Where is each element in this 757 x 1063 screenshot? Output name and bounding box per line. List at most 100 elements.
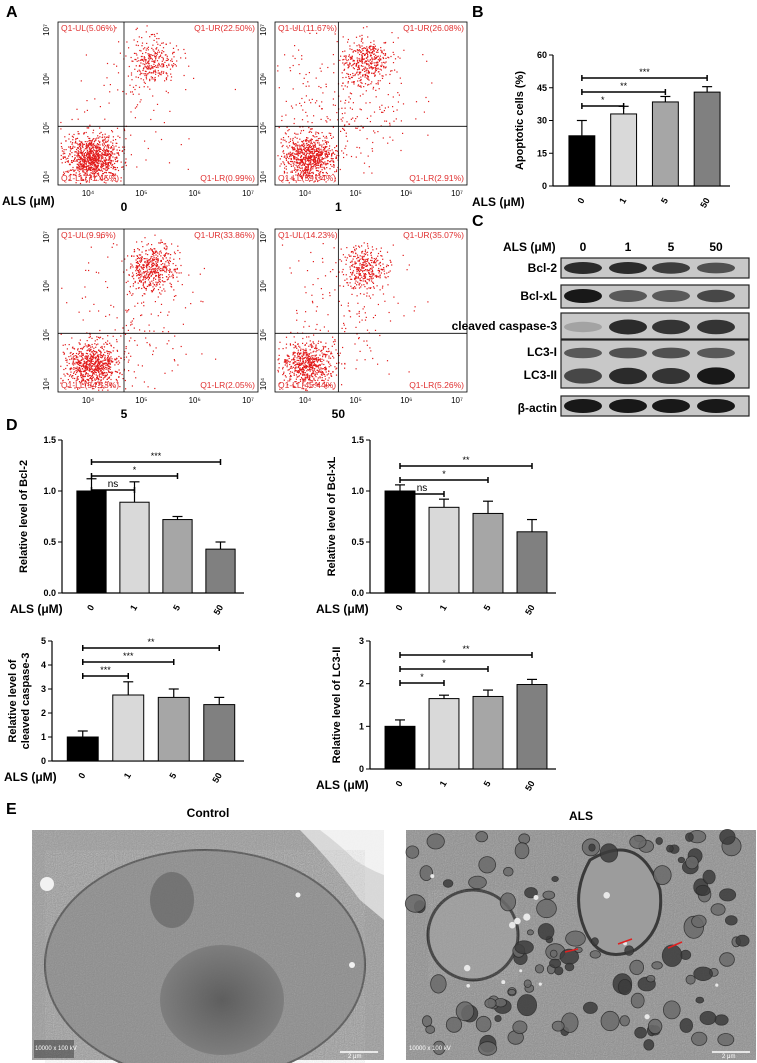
flow-dot xyxy=(155,266,157,268)
flow-dot xyxy=(284,359,286,361)
flow-dot xyxy=(329,145,331,147)
flow-dot xyxy=(108,153,110,155)
flow-dot xyxy=(358,64,360,67)
flow-dot xyxy=(305,367,307,369)
flow-dot xyxy=(359,293,362,295)
flow-dot xyxy=(135,268,138,270)
flow-dot xyxy=(101,371,104,373)
flow-dot xyxy=(65,158,67,160)
flow-dot xyxy=(96,147,98,149)
flow-dot xyxy=(76,355,78,357)
flow-dot xyxy=(180,272,182,274)
flow-dot xyxy=(115,27,117,29)
flow-dot xyxy=(148,268,150,270)
flow-dot xyxy=(279,158,281,160)
flow-dot xyxy=(355,266,357,269)
flow-dot xyxy=(326,137,328,139)
flow-dot xyxy=(112,148,114,150)
flow-dot xyxy=(150,275,152,277)
flow-dot xyxy=(68,155,70,157)
flow-dot xyxy=(75,138,77,140)
flow-dot xyxy=(135,44,137,46)
flow-dot xyxy=(150,65,152,67)
flow-dot xyxy=(112,144,114,146)
flow-dot xyxy=(80,80,82,82)
flow-dot xyxy=(312,366,314,368)
flow-dot xyxy=(97,355,99,357)
flow-dot xyxy=(109,358,111,360)
flow-dot xyxy=(358,65,360,68)
flow-dot xyxy=(100,379,102,381)
flow-dot xyxy=(93,347,95,349)
flow-dot xyxy=(136,344,138,346)
flow-dot xyxy=(141,72,143,75)
flow-dot xyxy=(99,361,101,363)
flow-dot xyxy=(308,131,310,133)
flow-dot xyxy=(72,169,74,171)
flow-dot xyxy=(165,77,167,79)
flow-dot xyxy=(325,350,328,352)
flow-dot xyxy=(95,150,98,152)
flow-dot xyxy=(83,345,85,348)
flow-dot xyxy=(87,355,89,357)
flow-dot xyxy=(103,84,105,86)
flow-dot xyxy=(105,362,107,365)
flow-dot xyxy=(308,336,310,338)
flow-dot xyxy=(110,366,112,368)
flow-dot xyxy=(287,380,289,382)
flow-dot xyxy=(354,74,356,77)
flow-dot xyxy=(80,381,83,383)
flow-dot xyxy=(69,147,71,149)
flow-dot xyxy=(340,100,342,102)
flow-dot xyxy=(284,155,286,157)
flow-dot xyxy=(304,365,306,367)
flow-dot xyxy=(156,47,158,49)
flow-dot xyxy=(353,288,355,290)
flow-dot xyxy=(78,171,80,173)
flow-dot xyxy=(146,260,148,263)
flow-dot xyxy=(85,357,87,359)
flow-dot xyxy=(61,150,63,152)
flow-x-tick: 10⁶ xyxy=(189,189,201,198)
flow-dot xyxy=(294,352,296,354)
flow-dot xyxy=(300,369,302,371)
flow-dot xyxy=(382,285,384,287)
flow-dot xyxy=(292,154,294,156)
flow-dot xyxy=(112,156,114,158)
flow-dot xyxy=(393,120,395,122)
flow-dot xyxy=(113,306,115,308)
flow-dot xyxy=(314,368,316,370)
flow-dot xyxy=(107,377,109,379)
flow-dot xyxy=(345,57,347,59)
flow-dot xyxy=(76,137,79,139)
flow-dot xyxy=(306,149,308,151)
flow-dot xyxy=(376,62,378,64)
flow-dot xyxy=(289,140,291,142)
flow-dot xyxy=(95,161,97,163)
flow-dot xyxy=(289,378,291,380)
flow-dot xyxy=(109,84,111,86)
flow-dot xyxy=(313,155,315,157)
flow-dot xyxy=(308,325,310,327)
flow-dot xyxy=(168,253,170,255)
flow-dot xyxy=(303,373,305,375)
flow-dot xyxy=(363,242,365,244)
flow-dot xyxy=(303,354,305,356)
flow-dot xyxy=(307,149,309,151)
flow-dot xyxy=(142,264,144,266)
flow-dot xyxy=(88,151,90,153)
flow-dot xyxy=(96,146,98,148)
flow-dot xyxy=(69,150,71,152)
flow-dot xyxy=(294,155,296,158)
flow-dot xyxy=(65,357,67,359)
flow-dot xyxy=(309,172,311,175)
flow-dot xyxy=(129,292,131,294)
flow-dot xyxy=(292,139,294,141)
flow-dot xyxy=(159,242,161,244)
flow-dot xyxy=(144,330,146,332)
flow-dot xyxy=(322,174,324,177)
flow-dot xyxy=(287,153,289,155)
flow-dot xyxy=(115,139,117,141)
flow-dot xyxy=(136,255,139,258)
flow-dot xyxy=(350,118,352,120)
